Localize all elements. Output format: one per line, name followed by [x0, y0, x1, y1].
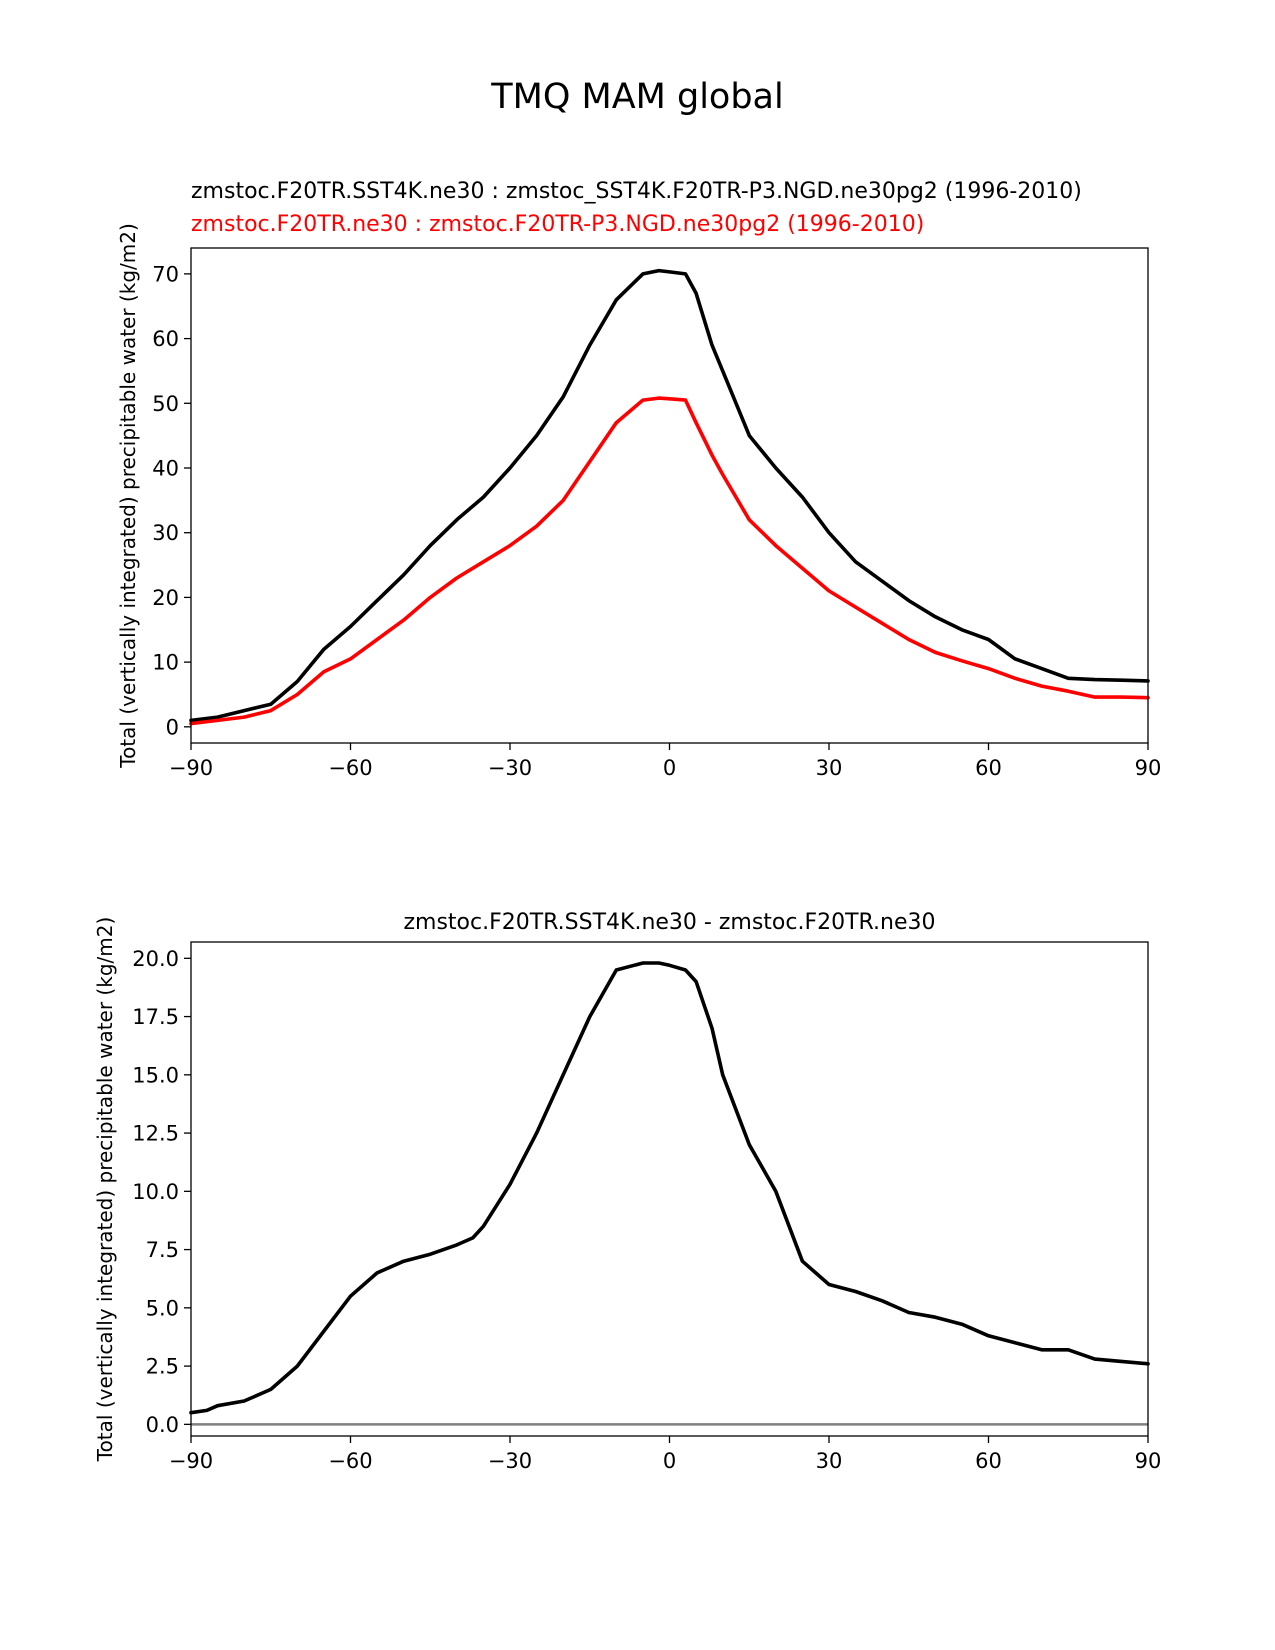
- y-tick-label: 20.0: [132, 947, 179, 971]
- y-tick-label: 5.0: [146, 1296, 179, 1320]
- panel-0-title-line-0: zmstoc.F20TR.SST4K.ne30 : zmstoc_SST4K.F…: [191, 179, 1082, 204]
- y-tick-label: 20: [152, 586, 179, 610]
- y-tick-label: 2.5: [146, 1355, 179, 1379]
- y-tick-label: 30: [152, 521, 179, 545]
- x-tick-label: −60: [328, 756, 372, 780]
- x-tick-label: 30: [816, 756, 843, 780]
- y-tick-label: 40: [152, 457, 179, 481]
- x-tick-label: 0: [663, 756, 676, 780]
- series-line-0: [189, 268, 1150, 723]
- y-tick-label: 7.5: [146, 1238, 179, 1262]
- series-line-0: [189, 961, 1150, 1415]
- y-tick-label: 50: [152, 392, 179, 416]
- panel-absolute: zmstoc.F20TR.SST4K.ne30 : zmstoc_SST4K.F…: [116, 179, 1161, 780]
- x-tick-label: 0: [663, 1449, 676, 1473]
- x-tick-label: 60: [975, 1449, 1002, 1473]
- x-tick-label: 90: [1135, 1449, 1162, 1473]
- plot-frame: [190, 247, 1149, 744]
- figure-title: TMQ MAM global: [490, 77, 783, 117]
- y-tick-label: 70: [152, 262, 179, 286]
- panel-difference: zmstoc.F20TR.SST4K.ne30 - zmstoc.F20TR.n…: [93, 910, 1161, 1473]
- x-tick-label: −90: [169, 756, 213, 780]
- y-tick-label: 0.0: [146, 1413, 179, 1437]
- panel-1-title-line-0: zmstoc.F20TR.SST4K.ne30 - zmstoc.F20TR.n…: [403, 910, 935, 935]
- y-axis-label: Total (vertically integrated) precipitab…: [116, 223, 140, 769]
- y-tick-label: 17.5: [132, 1005, 179, 1029]
- y-tick-label: 12.5: [132, 1122, 179, 1146]
- series-line-1: [189, 396, 1150, 726]
- y-tick-label: 60: [152, 327, 179, 351]
- y-tick-label: 15.0: [132, 1063, 179, 1087]
- y-axis-label: Total (vertically integrated) precipitab…: [93, 917, 117, 1463]
- x-tick-label: −30: [488, 756, 532, 780]
- panel-0-title-line-1: zmstoc.F20TR.ne30 : zmstoc.F20TR-P3.NGD.…: [191, 212, 924, 237]
- y-tick-label: 10.0: [132, 1180, 179, 1204]
- x-tick-label: 30: [816, 1449, 843, 1473]
- x-tick-label: −60: [328, 1449, 372, 1473]
- x-tick-label: 60: [975, 756, 1002, 780]
- x-tick-label: −90: [169, 1449, 213, 1473]
- plot-frame: [190, 941, 1149, 1437]
- y-tick-label: 10: [152, 651, 179, 675]
- x-tick-label: 90: [1135, 756, 1162, 780]
- y-tick-label: 0: [166, 715, 179, 739]
- x-tick-label: −30: [488, 1449, 532, 1473]
